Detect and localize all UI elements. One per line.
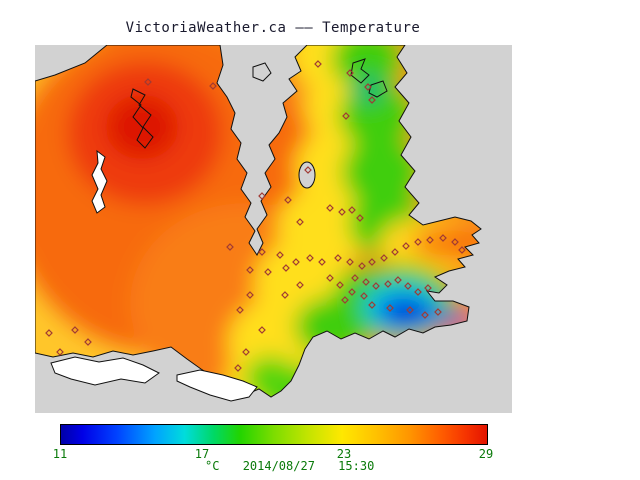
station-marker: [318, 258, 326, 266]
station-marker: [368, 258, 376, 266]
map-title: VictoriaWeather.ca —— Temperature: [125, 20, 421, 36]
station-marker: [414, 238, 422, 246]
station-marker: [424, 284, 432, 292]
station-marker: [56, 348, 64, 356]
station-marker: [296, 218, 304, 226]
colorbar-tick-29: 29: [478, 447, 494, 461]
station-marker: [386, 304, 394, 312]
lake-narrow-west: [91, 149, 108, 214]
station-marker: [394, 276, 402, 284]
station-marker: [341, 296, 349, 304]
station-marker: [372, 282, 380, 290]
station-marker: [258, 326, 266, 334]
colorbar: [60, 424, 488, 445]
station-marker: [306, 254, 314, 262]
station-marker: [71, 326, 79, 334]
station-marker: [296, 281, 304, 289]
station-marker: [264, 268, 272, 276]
station-marker: [356, 214, 364, 222]
station-marker: [209, 82, 217, 90]
station-marker: [358, 262, 366, 270]
station-marker: [434, 308, 442, 316]
station-marker: [346, 69, 354, 77]
station-marker: [421, 311, 429, 319]
temperature-map: [35, 45, 512, 413]
station-marker: [334, 254, 342, 262]
station-marker: [326, 204, 334, 212]
station-marker: [384, 280, 392, 288]
station-marker: [348, 288, 356, 296]
lake-shape-south: [176, 369, 258, 402]
station-marker: [414, 288, 422, 296]
station-marker: [451, 238, 459, 246]
island-northeast-2: [368, 80, 388, 98]
station-marker: [348, 206, 356, 214]
colorbar-tick-11: 11: [52, 447, 68, 461]
station-marker: [368, 96, 376, 104]
footer: °C 2014/08/27 15:30: [205, 459, 390, 473]
station-marker: [276, 251, 284, 259]
station-marker: [338, 208, 346, 216]
station-marker: [380, 254, 388, 262]
time-label: 15:30: [338, 459, 375, 473]
station-marker: [458, 246, 466, 254]
station-marker: [282, 264, 290, 272]
station-marker: [404, 282, 412, 290]
station-marker: [368, 301, 376, 309]
station-marker: [144, 78, 152, 86]
station-marker: [360, 292, 368, 300]
station-marker: [246, 291, 254, 299]
lake-elk: [298, 161, 316, 189]
station-marker: [292, 258, 300, 266]
date-label: 2014/08/27: [242, 459, 315, 473]
station-marker: [84, 338, 92, 346]
station-marker: [326, 274, 334, 282]
station-marker: [314, 60, 322, 68]
temperature-map-svg: [35, 45, 512, 413]
station-marker: [402, 242, 410, 250]
colorbar-tick-23: 23: [336, 447, 352, 461]
station-marker: [236, 306, 244, 314]
station-marker: [45, 329, 53, 337]
unit-label: °C: [205, 459, 220, 473]
station-marker: [406, 306, 414, 314]
station-marker: [234, 364, 242, 372]
station-marker: [258, 248, 266, 256]
station-marker: [391, 248, 399, 256]
station-marker: [351, 274, 359, 282]
station-marker: [281, 291, 289, 299]
station-marker: [304, 166, 312, 174]
station-marker: [336, 281, 344, 289]
colorbar-tick-17: 17: [194, 447, 210, 461]
lake-outline-northwest: [130, 88, 154, 149]
station-markers: [45, 60, 466, 372]
station-marker: [226, 243, 234, 251]
station-marker: [346, 258, 354, 266]
station-marker: [439, 234, 447, 242]
station-marker: [242, 348, 250, 356]
station-marker: [284, 196, 292, 204]
lake-shape-southwest: [50, 356, 160, 386]
island-channel: [252, 62, 272, 82]
station-marker: [246, 266, 254, 274]
station-marker: [364, 83, 372, 91]
station-marker: [342, 112, 350, 120]
station-marker: [362, 278, 370, 286]
station-marker: [258, 192, 266, 200]
station-marker: [426, 236, 434, 244]
